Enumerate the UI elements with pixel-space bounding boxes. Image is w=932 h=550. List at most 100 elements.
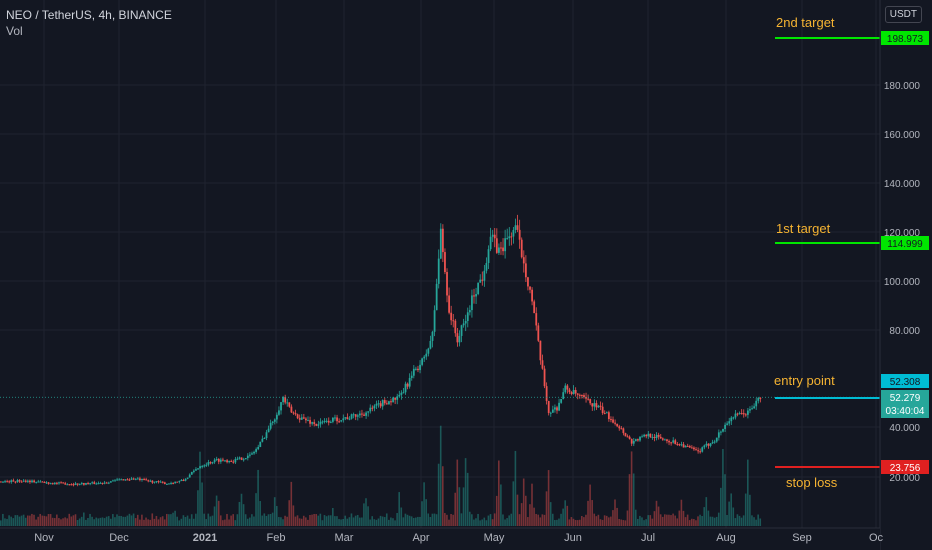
- candle-body: [699, 451, 702, 453]
- candle-body: [124, 479, 127, 481]
- candle-body: [381, 400, 384, 407]
- volume-bar: [267, 514, 270, 526]
- volume-bar: [180, 518, 183, 526]
- volume-bar: [219, 515, 222, 526]
- volume-bar: [105, 516, 108, 526]
- candle-body: [508, 236, 511, 239]
- volume-bar: [483, 517, 486, 526]
- candle-body: [572, 389, 575, 395]
- candle-body: [628, 436, 631, 439]
- candle-body: [242, 459, 245, 461]
- candle-body: [163, 482, 166, 485]
- candle-body: [400, 392, 403, 395]
- second-target-price-tag: [881, 31, 929, 45]
- currency-button[interactable]: USDT: [884, 6, 922, 23]
- candle-body: [554, 407, 556, 410]
- candle-body: [56, 482, 58, 484]
- candle-body: [128, 479, 131, 481]
- volume-bar: [686, 514, 689, 526]
- candle-body: [257, 446, 260, 450]
- volume-bar: [529, 504, 531, 526]
- candle-body: [607, 412, 610, 420]
- candle-body: [581, 394, 583, 396]
- volume-bar: [74, 514, 77, 526]
- volume-bar: [78, 518, 81, 526]
- candle-body: [740, 413, 743, 415]
- candle-body: [369, 407, 372, 412]
- candle-body: [114, 479, 116, 481]
- candle-body: [60, 482, 62, 484]
- volume-bar: [688, 520, 691, 526]
- candle-body: [429, 340, 432, 349]
- candle-body: [549, 412, 552, 414]
- volume-bar: [605, 515, 608, 526]
- volume-bar: [253, 516, 255, 526]
- volume-bar: [491, 519, 494, 526]
- candle-body: [240, 457, 243, 460]
- volume-bar: [720, 487, 722, 526]
- volume-bar: [251, 514, 253, 526]
- volume-bar: [327, 515, 330, 526]
- volume-bar: [690, 518, 693, 526]
- volume-bar: [610, 516, 612, 526]
- volume-bar: [581, 515, 583, 526]
- volume-bar: [508, 515, 510, 526]
- candle-body: [313, 422, 316, 424]
- volume-bar: [373, 519, 376, 526]
- candle-body: [352, 414, 355, 416]
- candle-body: [207, 462, 210, 465]
- volume-bar: [527, 517, 529, 526]
- x-tick-label: Sep: [792, 532, 812, 544]
- candle-body: [197, 468, 199, 470]
- volume-bar: [701, 516, 703, 526]
- volume-bar: [622, 520, 625, 526]
- candle-body: [105, 482, 108, 484]
- candle-body: [732, 417, 735, 419]
- volume-bar: [31, 513, 33, 526]
- candle-body: [375, 403, 378, 406]
- volume-bar: [661, 516, 664, 526]
- candle-body: [321, 421, 324, 423]
- volume-bar: [618, 518, 620, 526]
- candle-body: [280, 402, 282, 411]
- last-price-tag: [881, 390, 929, 418]
- volume-bar: [520, 503, 523, 526]
- candle-body: [406, 383, 409, 387]
- candle-body: [141, 478, 143, 481]
- volume-bar: [676, 518, 679, 526]
- x-tick-label: Mar: [335, 532, 354, 544]
- candle-body: [558, 402, 560, 411]
- candle-body: [209, 462, 212, 464]
- volume-bar: [174, 510, 176, 526]
- volume-bar: [749, 494, 751, 526]
- volume-bar: [130, 515, 133, 526]
- volume-bar: [284, 515, 286, 526]
- candle-body: [139, 478, 141, 481]
- volume-bar: [371, 516, 374, 526]
- candle-body: [402, 392, 405, 394]
- volume-bar: [620, 519, 623, 526]
- volume-bar: [47, 514, 50, 526]
- volume-bar: [109, 518, 112, 526]
- candle-body: [726, 423, 729, 425]
- candle-body: [93, 482, 96, 484]
- candle-body: [543, 368, 546, 387]
- volume-bar: [348, 517, 351, 526]
- volume-bar: [228, 519, 230, 526]
- volume-bar: [715, 516, 718, 526]
- candle-body: [529, 286, 531, 290]
- volume-bar: [751, 515, 753, 526]
- candle-body: [371, 407, 374, 409]
- candle-body: [585, 397, 587, 399]
- volume-bar: [313, 513, 315, 526]
- candle-body: [365, 412, 367, 416]
- candle-body: [215, 458, 218, 460]
- volume-bar: [487, 515, 490, 526]
- candle-body: [408, 377, 411, 387]
- volume-bar: [311, 514, 313, 526]
- candle-body: [205, 464, 208, 466]
- volume-bar: [730, 493, 732, 526]
- volume-bar: [97, 518, 100, 526]
